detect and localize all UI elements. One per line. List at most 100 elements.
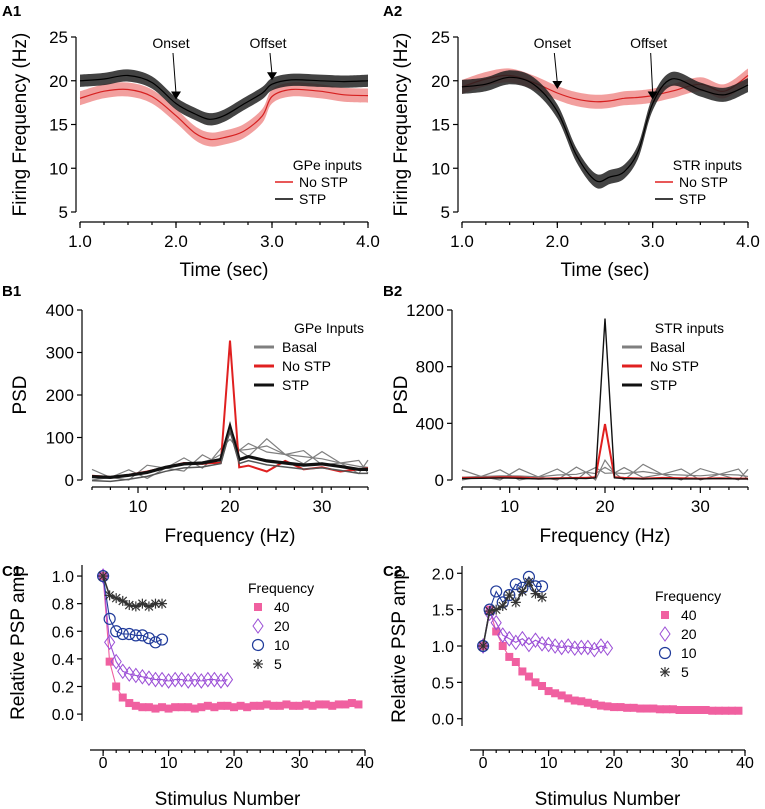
y-axis-label: Firing Frequency (Hz) xyxy=(391,33,412,217)
x-axis-label: Time (sec) xyxy=(179,260,268,281)
x-tick-label: 10 xyxy=(540,755,558,772)
marker-square xyxy=(544,687,553,696)
panel-label: B2 xyxy=(383,283,402,300)
legend-label: No STP xyxy=(650,358,699,374)
axes xyxy=(77,565,366,756)
marker-diamond xyxy=(189,671,201,688)
chart-b1: B1 0 100 200 300 400 10 20 30 Frequency (Hz) PSD GP… xyxy=(2,283,369,547)
marker-square xyxy=(203,701,212,710)
marker-square xyxy=(616,703,625,712)
annotation-arrowhead xyxy=(267,72,277,81)
marker-square xyxy=(158,703,167,712)
marker-star xyxy=(117,595,128,606)
marker-square xyxy=(518,667,527,676)
series-line-stp-shadow xyxy=(91,428,368,483)
marker-star xyxy=(98,571,109,582)
y-tick-label: 5 xyxy=(59,203,68,222)
marker-square xyxy=(151,704,160,713)
marker-diamond xyxy=(110,653,122,670)
y-tick-label: 10 xyxy=(431,159,450,178)
marker-star-stroke xyxy=(485,606,495,616)
annotation-label: Offset xyxy=(249,35,286,51)
x-tick-label: 10 xyxy=(500,497,519,516)
x-axis-label: Time (sec) xyxy=(560,260,649,281)
marker-diamond xyxy=(516,630,528,647)
marker-star-stroke xyxy=(498,601,508,611)
legend-label: 20 xyxy=(274,618,290,634)
legend-label: No STP xyxy=(679,174,728,190)
legend-label: STP xyxy=(650,377,677,393)
marker-square xyxy=(282,700,291,709)
x-tick-label: 30 xyxy=(691,497,710,516)
marker-square xyxy=(662,705,671,714)
marker-star-stroke xyxy=(537,592,547,602)
legend-label: 40 xyxy=(274,599,290,615)
annotation-arrow xyxy=(553,52,558,84)
y-tick-label: 200 xyxy=(46,386,74,405)
marker-star xyxy=(478,641,489,651)
marker-square xyxy=(596,701,605,710)
marker-square xyxy=(125,699,134,708)
marker-square xyxy=(570,696,579,705)
x-tick-label: 20 xyxy=(596,497,615,516)
marker-square xyxy=(623,703,632,712)
legend-label: 20 xyxy=(681,626,697,642)
marker-circle xyxy=(149,636,162,649)
marker-square xyxy=(321,700,330,709)
marker-star-stroke xyxy=(111,593,121,603)
marker-diamond xyxy=(549,638,561,654)
axes xyxy=(453,36,749,228)
legend-title: GPe inputs xyxy=(293,157,362,173)
legend-label: 5 xyxy=(274,656,282,672)
legend-label: Basal xyxy=(650,339,685,355)
marker-diamond xyxy=(221,671,234,688)
marker-square xyxy=(505,652,514,661)
marker-square xyxy=(531,678,540,687)
marker-square xyxy=(610,703,619,712)
marker-square xyxy=(236,701,245,710)
marker-square xyxy=(708,706,717,715)
series-line xyxy=(102,575,359,710)
series-line-stp xyxy=(91,420,368,480)
y-tick-label: 15 xyxy=(431,116,450,135)
marker-square xyxy=(557,691,566,700)
marker-star xyxy=(504,590,515,601)
marker-circle xyxy=(658,646,672,660)
marker-square xyxy=(144,703,153,712)
marker-circle xyxy=(96,569,110,583)
marker-diamond xyxy=(582,639,594,656)
y-tick-label: 400 xyxy=(46,301,74,320)
y-tick-label: 20 xyxy=(431,72,450,91)
marker-square xyxy=(564,694,573,703)
marker-diamond xyxy=(176,671,188,688)
series-band xyxy=(80,69,368,126)
axes xyxy=(77,309,369,493)
marker-diamond xyxy=(182,673,194,689)
marker-diamond xyxy=(136,668,148,685)
marker-square xyxy=(734,706,743,715)
x-tick-label: 1.0 xyxy=(68,232,92,251)
marker-circle xyxy=(103,612,116,625)
y-tick-label: 1.5 xyxy=(432,603,454,620)
marker-square xyxy=(249,701,258,710)
chart-a2: A2 5 10 15 20 25 1.0 2.0 3.0 4.0 Time (sec) Firing … xyxy=(383,3,760,281)
series-band xyxy=(462,70,748,189)
y-axis-label: Relative PSP amp xyxy=(8,566,29,720)
marker-square xyxy=(295,701,304,710)
marker-star xyxy=(537,592,548,603)
panel-label: A2 xyxy=(383,3,402,20)
marker-square xyxy=(334,700,343,709)
marker-square xyxy=(714,706,723,715)
marker-square xyxy=(315,700,324,709)
legend-title: Frequency xyxy=(248,580,314,596)
y-tick-label: 0.6 xyxy=(52,624,74,641)
annotation-arrow xyxy=(650,52,654,94)
marker-diamond xyxy=(510,634,522,651)
marker-square xyxy=(661,611,669,619)
marker-diamond xyxy=(529,632,542,649)
marker-square xyxy=(210,703,219,712)
marker-square xyxy=(636,704,645,713)
marker-square xyxy=(216,701,225,710)
marker-square xyxy=(354,700,363,709)
